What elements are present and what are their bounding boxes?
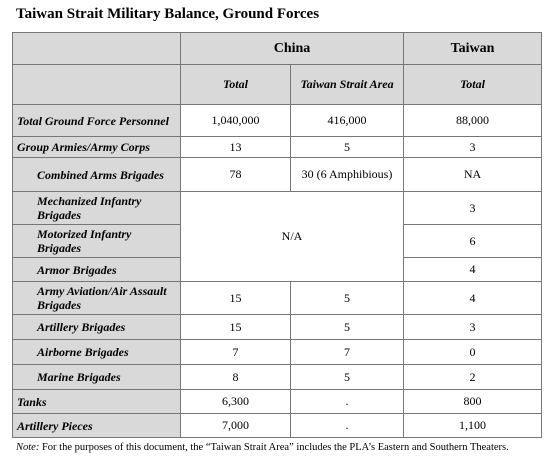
row-label-tanks: Tanks — [12, 389, 181, 414]
table-row: Armor Brigades 4 — [12, 257, 543, 282]
china-header: China — [179, 32, 405, 65]
cell-taiwan: 3 — [403, 191, 543, 225]
table-row: Marine Brigades 8 5 2 — [12, 364, 543, 390]
table-row: Motorized Infantry Brigades 6 — [12, 224, 543, 258]
cell-strait: 7 — [289, 339, 405, 365]
cell-china-total: 7,000 — [180, 413, 291, 438]
corner-cell-2 — [12, 64, 181, 105]
row-label-mechanized: Mechanized Infantry Brigades — [12, 191, 181, 225]
note-prefix: Note: — [16, 442, 40, 453]
cell-china-total: 78 — [180, 157, 291, 192]
cell-taiwan: 4 — [403, 257, 543, 282]
taiwan-header: Taiwan — [403, 32, 543, 65]
cell-strait: . — [289, 413, 405, 438]
cell-strait: 5 — [289, 364, 405, 390]
china-total-header: Total — [180, 64, 291, 105]
table-row: Group Armies/Army Corps 13 5 3 — [12, 136, 543, 158]
cell-strait: . — [289, 389, 405, 414]
cell-taiwan: 88,000 — [403, 104, 543, 137]
footnote: Note: For the purposes of this document,… — [16, 442, 536, 454]
table-row: Artillery Brigades 15 5 3 — [12, 314, 543, 340]
cell-taiwan: 3 — [403, 136, 543, 158]
row-label-total-ground: Total Ground Force Personnel — [12, 104, 181, 137]
row-label-airborne: Airborne Brigades — [12, 339, 181, 365]
row-label-aviation: Army Aviation/Air Assault Brigades — [12, 281, 181, 315]
row-label-marine: Marine Brigades — [12, 364, 181, 390]
table-row: Army Aviation/Air Assault Brigades 15 5 … — [12, 281, 543, 315]
corner-cell — [12, 32, 181, 65]
cell-taiwan: 800 — [403, 389, 543, 414]
cell-taiwan: 0 — [403, 339, 543, 365]
cell-strait: 5 — [289, 281, 405, 315]
row-label-armor: Armor Brigades — [12, 257, 181, 282]
cell-taiwan: 6 — [403, 224, 543, 258]
table-row: Mechanized Infantry Brigades N/A 3 — [12, 191, 543, 282]
cell-taiwan: 3 — [403, 314, 543, 340]
cell-china-total: 13 — [180, 136, 291, 158]
cell-strait: 416,000 — [289, 104, 405, 137]
cell-strait: 30 (6 Amphibious) — [289, 157, 405, 192]
table-row: Airborne Brigades 7 7 0 — [12, 339, 543, 365]
header-row-sub: Total Taiwan Strait Area Total — [12, 64, 543, 105]
cell-strait: 5 — [289, 314, 405, 340]
cell-strait: 5 — [289, 136, 405, 158]
cell-taiwan: 4 — [403, 281, 543, 315]
table-row: Tanks 6,300 . 800 — [12, 389, 543, 414]
table-row: Artillery Pieces 7,000 . 1,100 — [12, 413, 543, 438]
note-text: For the purposes of this document, the “… — [39, 442, 509, 453]
row-label-artillery-brigades: Artillery Brigades — [12, 314, 181, 340]
cell-china-total: 1,040,000 — [180, 104, 291, 137]
row-label-group-armies: Group Armies/Army Corps — [12, 136, 181, 158]
header-row-groups: China Taiwan — [12, 32, 543, 65]
cell-china-total: 6,300 — [180, 389, 291, 414]
table-row: Combined Arms Brigades 78 30 (6 Amphibio… — [12, 157, 543, 192]
cell-china-total: 15 — [180, 281, 291, 315]
row-label-combined-arms: Combined Arms Brigades — [12, 157, 181, 192]
row-label-artillery-pieces: Artillery Pieces — [12, 413, 181, 438]
table-title: Taiwan Strait Military Balance, Ground F… — [16, 6, 320, 22]
taiwan-total-header: Total — [403, 64, 543, 105]
cell-china-total: 15 — [180, 314, 291, 340]
cell-china-total: 7 — [180, 339, 291, 365]
cell-taiwan: 2 — [403, 364, 543, 390]
table-row: Total Ground Force Personnel 1,040,000 4… — [12, 104, 543, 137]
cell-china-total: 8 — [180, 364, 291, 390]
military-balance-table: China Taiwan Total Taiwan Strait Area To… — [12, 32, 543, 438]
row-label-motorized: Motorized Infantry Brigades — [12, 224, 181, 258]
cell-taiwan: NA — [403, 157, 543, 192]
merged-na-cell: N/A — [179, 191, 405, 282]
china-strait-header: Taiwan Strait Area — [289, 64, 405, 105]
cell-taiwan: 1,100 — [403, 413, 543, 438]
